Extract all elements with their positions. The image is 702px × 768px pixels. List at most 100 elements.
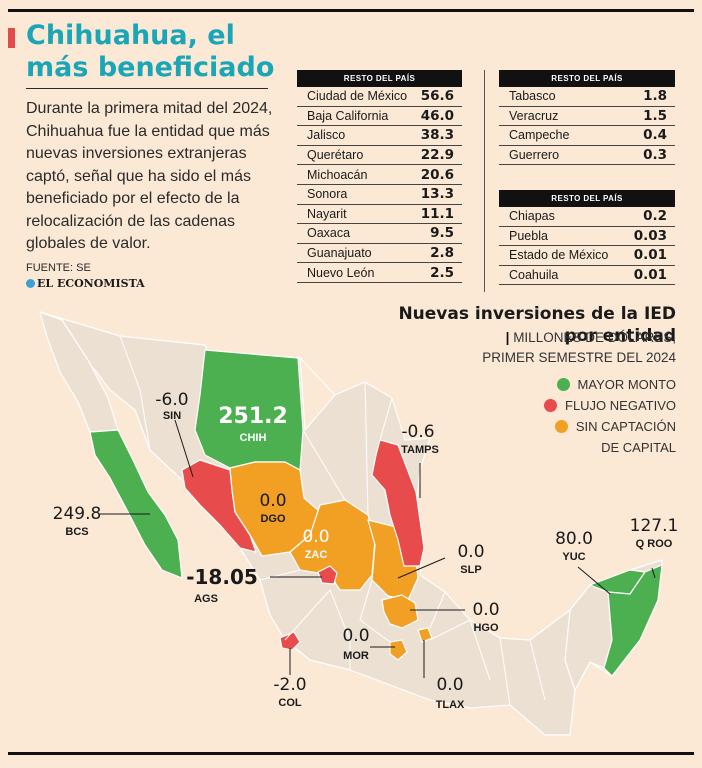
label-hgo-value: 0.0 bbox=[472, 600, 499, 620]
table-row: Oaxaca 9.5 bbox=[297, 224, 462, 244]
map-title-line1: Nuevas inversiones de la IED bbox=[398, 304, 676, 324]
table-row: Puebla 0.03 bbox=[499, 227, 675, 247]
table-rest-of-country-3: RESTO DEL PAÍS Chiapas 0.2 Puebla 0.03 Estad… bbox=[499, 190, 675, 286]
state-value: 20.6 bbox=[420, 166, 454, 183]
state-value: 0.01 bbox=[633, 247, 667, 264]
state-value: 46.0 bbox=[420, 107, 454, 124]
brand-icon bbox=[26, 279, 35, 288]
state-sin bbox=[181, 459, 257, 553]
map-subtitle: | MILLONES DE DÓLARES, PRIMER SEMESTRE D… bbox=[482, 328, 676, 368]
lede-paragraph: Durante la primera mitad del 2024, Chihu… bbox=[26, 100, 273, 252]
state-name: Tabasco bbox=[509, 89, 556, 104]
table-header: RESTO DEL PAÍS bbox=[499, 70, 675, 87]
state-name: Nuevo León bbox=[307, 265, 375, 280]
state-qroo bbox=[603, 564, 663, 677]
brand-name: EL ECONOMISTA bbox=[37, 277, 145, 290]
interior-borders bbox=[119, 335, 546, 706]
label-tamps-value: -0.6 bbox=[401, 422, 434, 442]
label-hgo-abbr: HGO bbox=[473, 622, 499, 634]
table-divider bbox=[484, 70, 485, 292]
state-name: Sonora bbox=[307, 187, 348, 202]
title-underline bbox=[26, 88, 268, 89]
state-value: 9.5 bbox=[430, 225, 454, 242]
table-row: Guerrero 0.3 bbox=[499, 146, 675, 166]
state-name: Guanajuato bbox=[307, 246, 372, 261]
table-row: Veracruz 1.5 bbox=[499, 107, 675, 127]
label-slp-abbr: SLP bbox=[460, 564, 481, 576]
state-name: Chiapas bbox=[509, 209, 555, 224]
table-row: Estado de México 0.01 bbox=[499, 246, 675, 266]
table-row: Nuevo León 2.5 bbox=[297, 263, 462, 283]
brand-logo: EL ECONOMISTA bbox=[26, 277, 145, 290]
state-value: 0.4 bbox=[643, 127, 667, 144]
red-dot-icon bbox=[544, 399, 557, 412]
state-name: Michoacán bbox=[307, 167, 368, 182]
map-title-line2: por entidad bbox=[564, 326, 676, 346]
legend-item-sin-captacion-line2: DE CAPITAL bbox=[544, 437, 676, 458]
map-title: Nuevas inversiones de la IED por entidad bbox=[398, 303, 676, 347]
map-legend: MAYOR MONTO FLUJO NEGATIVO SIN CAPTACIÓN… bbox=[544, 374, 676, 458]
state-name: Coahuila bbox=[509, 268, 559, 283]
legend-label: MAYOR MONTO bbox=[577, 377, 676, 392]
table-rest-of-country-2: RESTO DEL PAÍS Tabasco 1.8 Veracruz 1.5 Camp… bbox=[499, 70, 675, 166]
table-row: Baja California 46.0 bbox=[297, 107, 462, 127]
table-row: Chiapas 0.2 bbox=[499, 207, 675, 227]
legend-label: SIN CAPTACIÓN bbox=[575, 419, 676, 434]
state-value: 56.6 bbox=[420, 88, 454, 105]
label-tlax-value: 0.0 bbox=[436, 675, 463, 695]
label-tlax-abbr: TLAX bbox=[436, 699, 465, 711]
label-zac-value: 0.0 bbox=[302, 527, 329, 547]
state-name: Oaxaca bbox=[307, 226, 351, 241]
table-row: Sonora 13.3 bbox=[297, 185, 462, 205]
state-name: Estado de México bbox=[509, 248, 609, 263]
table-row: Michoacán 20.6 bbox=[297, 165, 462, 185]
legend-label: DE CAPITAL bbox=[601, 440, 676, 455]
state-value: 11.1 bbox=[420, 205, 454, 222]
map-subtitle-line2: PRIMER SEMESTRE DEL 2024 bbox=[482, 350, 676, 365]
state-name: Jalisco bbox=[307, 128, 346, 143]
state-name: Veracruz bbox=[509, 108, 559, 123]
state-value: 2.8 bbox=[430, 245, 454, 262]
state-mor bbox=[389, 639, 408, 661]
legend-item-mayor-monto: MAYOR MONTO bbox=[544, 374, 676, 395]
state-hgo bbox=[381, 594, 419, 629]
state-value: 0.3 bbox=[643, 147, 667, 164]
label-dgo-value: 0.0 bbox=[259, 491, 286, 511]
label-tamps-abbr: TAMPS bbox=[401, 444, 439, 456]
state-tamps bbox=[371, 439, 425, 567]
state-value: 1.8 bbox=[643, 88, 667, 105]
state-campeche bbox=[564, 584, 613, 691]
table-row: Guanajuato 2.8 bbox=[297, 244, 462, 264]
label-sin-abbr: SIN bbox=[163, 410, 181, 422]
label-mor-abbr: MOR bbox=[343, 650, 369, 662]
label-col-value: -2.0 bbox=[273, 675, 306, 695]
table-row: Coahuila 0.01 bbox=[499, 266, 675, 286]
state-bcs bbox=[89, 429, 183, 579]
table-body: Chiapas 0.2 Puebla 0.03 Estado de México 0.01… bbox=[499, 207, 675, 286]
state-value: 0.2 bbox=[643, 208, 667, 225]
table-rest-of-country-1: RESTO DEL PAÍS Ciudad de México 56.6 Baja … bbox=[297, 70, 462, 283]
state-value: 13.3 bbox=[420, 186, 454, 203]
table-row: Jalisco 38.3 bbox=[297, 126, 462, 146]
leader-slp bbox=[397, 557, 446, 579]
label-zac-abbr: ZAC bbox=[305, 549, 328, 561]
legend-label: FLUJO NEGATIVO bbox=[565, 398, 676, 413]
source-note: FUENTE: SE bbox=[26, 262, 91, 274]
table-row: Ciudad de México 56.6 bbox=[297, 87, 462, 107]
state-name: Guerrero bbox=[509, 148, 560, 163]
state-tlax bbox=[417, 627, 433, 643]
label-mor-value: 0.0 bbox=[342, 626, 369, 646]
table-row: Nayarit 11.1 bbox=[297, 205, 462, 225]
map-subtitle-line1: MILLONES DE DÓLARES, bbox=[513, 330, 676, 345]
label-ags-value: -18.05 bbox=[186, 565, 258, 589]
label-chih-value: 251.2 bbox=[218, 404, 288, 429]
label-col-abbr: COL bbox=[278, 697, 302, 709]
state-value: 1.5 bbox=[643, 107, 667, 124]
leader-yuc bbox=[577, 566, 611, 595]
orange-dot-icon bbox=[554, 420, 568, 433]
state-name: Nayarit bbox=[307, 206, 347, 221]
label-yuc-value: 80.0 bbox=[555, 529, 593, 549]
state-name: Querétaro bbox=[307, 148, 364, 163]
label-qroo-abbr: Q ROO bbox=[636, 538, 673, 550]
